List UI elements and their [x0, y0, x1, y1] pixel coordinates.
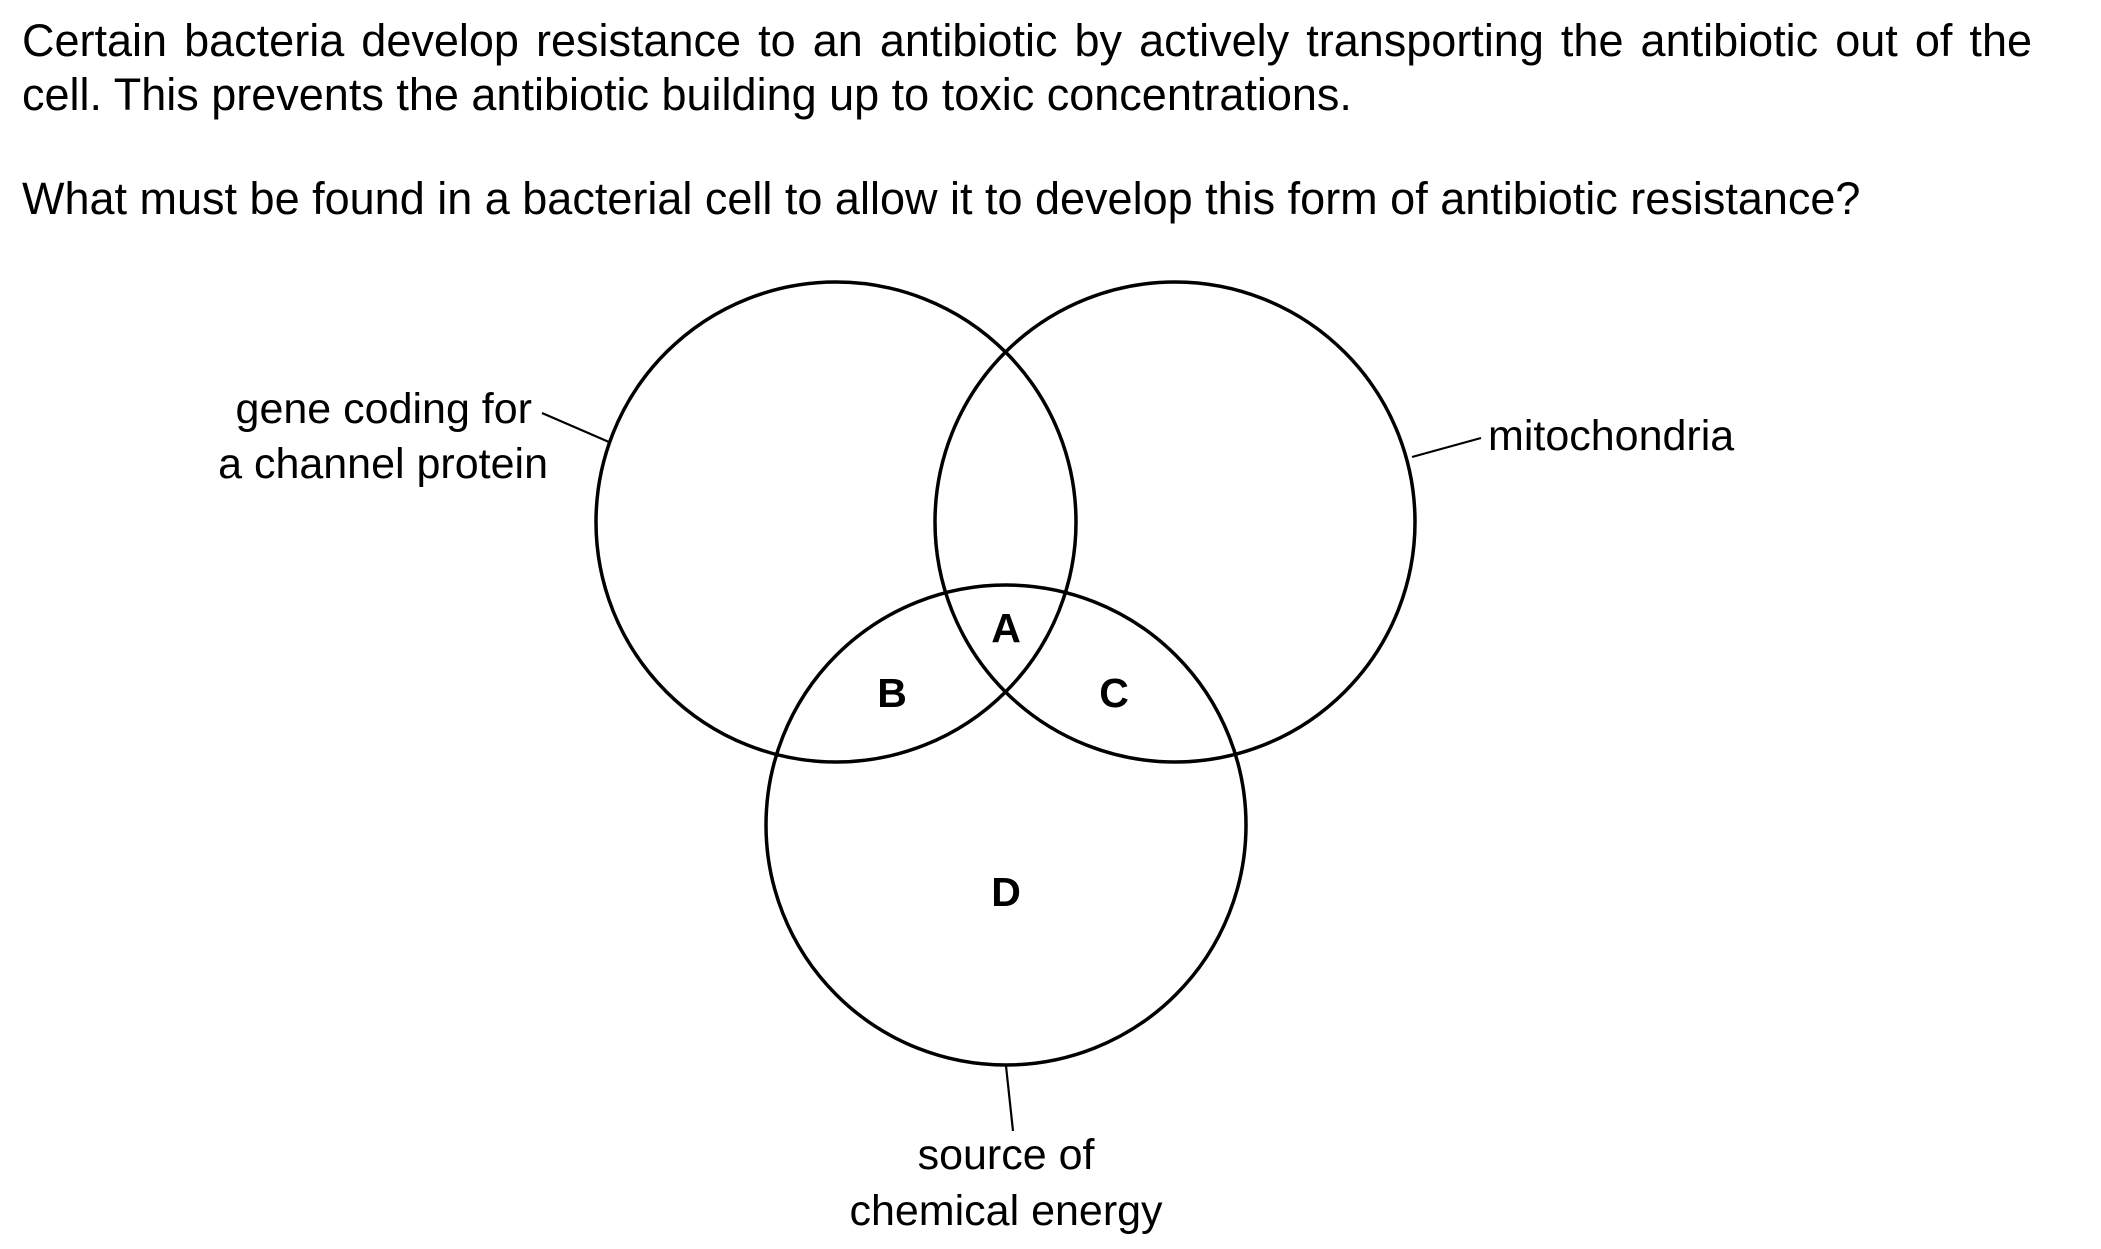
leader-line-chemical-energy [1004, 1065, 1015, 1132]
region-label-d: D [991, 869, 1021, 915]
circle-gene-channel-protein [594, 280, 1078, 764]
leader-line-mitochondria [1411, 436, 1482, 459]
circle-mitochondria [933, 280, 1417, 764]
region-label-a: A [991, 605, 1021, 651]
region-label-c: C [1099, 670, 1129, 716]
question-stem: Certain bacteria develop resistance to a… [22, 15, 2032, 120]
question-prompt: What must be found in a bacterial cell t… [22, 173, 1861, 224]
label-gene-channel-line1: gene coding for [236, 385, 532, 433]
label-mitochondria: mitochondria [1488, 412, 1734, 460]
label-energy-line1: source of [918, 1131, 1096, 1179]
circle-chemical-energy [764, 583, 1248, 1067]
label-energy-line2: chemical energy [849, 1187, 1163, 1235]
leader-line-gene-channel-protein [541, 411, 610, 444]
region-label-b: B [877, 670, 907, 716]
label-gene-channel-line2: a channel protein [218, 440, 548, 488]
